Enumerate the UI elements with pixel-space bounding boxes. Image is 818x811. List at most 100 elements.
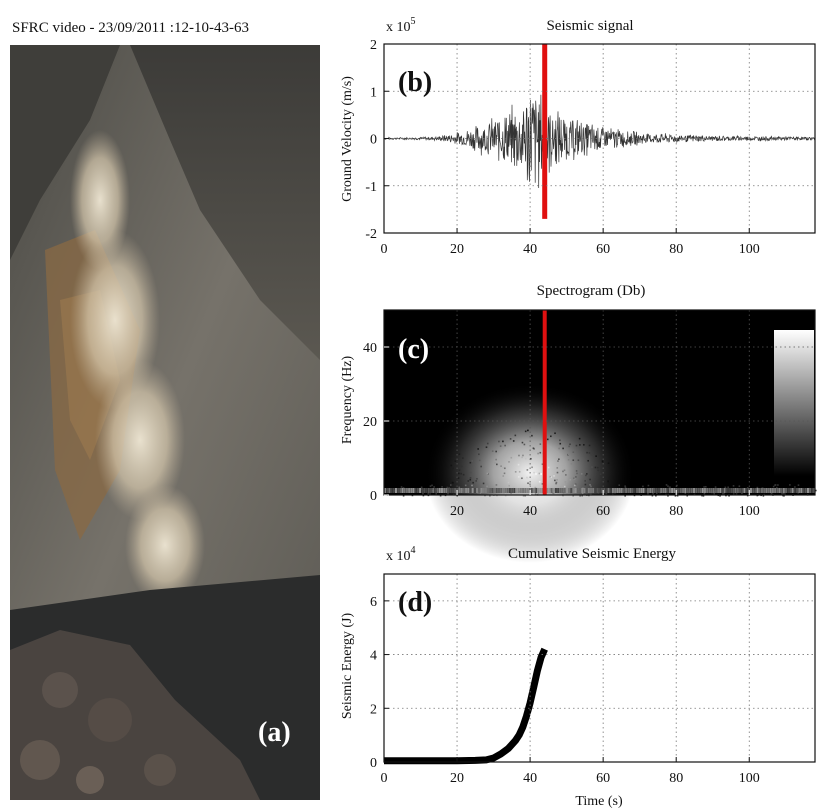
spectrogram-cell <box>508 461 510 463</box>
seismic-title: Seismic signal <box>546 18 633 34</box>
spectrogram-cell <box>469 461 472 464</box>
spectrogram-cell <box>584 480 587 482</box>
spectrogram-cell <box>519 490 521 493</box>
spectrogram-cell <box>563 485 566 488</box>
spectrogram-cell <box>655 494 657 497</box>
spectrogram-noise-cell <box>710 488 713 493</box>
spectrogram-noise-cell <box>421 488 424 493</box>
spectrogram-noise-cell <box>535 488 538 493</box>
spectrogram-cell <box>433 486 435 488</box>
spectrogram-cell <box>594 466 597 469</box>
spectrogram-noise-cell <box>765 488 768 493</box>
spectrogram-cell <box>450 464 453 467</box>
spectrogram-noise-cell <box>695 488 698 493</box>
spectrogram-cell <box>558 458 560 461</box>
spectrogram-cell <box>784 493 786 496</box>
spectrogram-cell <box>479 492 482 494</box>
spectrogram-noise-cell <box>760 488 763 493</box>
spectrogram-cell <box>656 492 658 494</box>
spectrogram-cell <box>568 445 570 448</box>
spectrogram-noise-cell <box>530 488 533 493</box>
spectrogram-cell <box>588 452 591 454</box>
spectrogram-noise-cell <box>719 488 722 493</box>
spectrogram-noise-cell <box>666 488 669 493</box>
spectrogram-cell <box>667 485 669 487</box>
spectrogram-cell <box>642 485 644 488</box>
spectrogram-noise-cell <box>693 488 696 493</box>
spectrogram-noise-cell <box>502 488 505 493</box>
spectrogram-cell <box>559 439 561 442</box>
spectrogram-cell <box>531 434 533 437</box>
spectrogram-cell <box>458 469 461 471</box>
spectrogram-cell <box>774 484 777 486</box>
spectrogram-cell <box>494 461 496 464</box>
spectrogram-noise-cell <box>662 488 665 493</box>
spectrogram-cell <box>475 480 477 482</box>
spectrogram-noise-cell <box>537 488 540 493</box>
spectrogram-noise-cell <box>763 488 766 493</box>
spectrogram-cell <box>422 492 424 495</box>
spectrogram-noise-cell <box>436 488 439 493</box>
spectrogram-noise-cell <box>785 488 788 493</box>
spectrogram-cell <box>504 494 507 497</box>
spectrogram-noise-cell <box>517 488 520 493</box>
spectrogram-noise-cell <box>596 488 599 493</box>
spectrogram-noise-cell <box>423 488 426 493</box>
spectrogram-cell <box>556 471 559 474</box>
spectrogram-cell <box>576 472 578 475</box>
spectrogram-noise-cell <box>758 488 761 493</box>
spectrogram-cell <box>526 476 528 479</box>
spectrogram-cell <box>702 494 705 497</box>
energy-exponent: x 104 <box>386 545 416 564</box>
spectrogram-noise-cell <box>539 488 542 493</box>
spectrogram-cell <box>478 453 480 456</box>
spectrogram-noise-cell <box>412 488 415 493</box>
spectrogram-cell <box>402 494 405 497</box>
spectrogram-cell <box>703 489 705 492</box>
spectrogram-cell <box>427 493 430 495</box>
spectrogram-cell <box>732 493 735 495</box>
seismic-ytick-label: 2 <box>370 38 377 53</box>
spectrogram-cell <box>590 453 593 456</box>
spectrogram-cell <box>741 492 743 495</box>
panel-d-energy: Cumulative Seismic Energy x 104 0 20 40 60 8… <box>340 545 816 809</box>
spectrogram-cell <box>703 486 705 488</box>
spectrogram-cell <box>684 492 687 494</box>
spectrogram-cell <box>472 481 474 484</box>
spectrogram-cell <box>521 456 523 459</box>
energy-ytick-label: 4 <box>370 649 377 664</box>
spectrogram-cell <box>503 472 506 475</box>
spectrogram-noise-cell <box>749 488 752 493</box>
spectrogram-noise-cell <box>432 488 435 493</box>
spectrogram-noise-cell <box>419 488 422 493</box>
spectrogram-cell <box>539 443 542 445</box>
energy-xtick-label: 60 <box>596 771 610 786</box>
spectrogram-cell <box>486 485 488 488</box>
seismic-exponent: x 105 <box>386 16 416 35</box>
spectrogram-noise-cell <box>440 488 443 493</box>
spectrogram-noise-cell <box>445 488 448 493</box>
spectrogram-noise-cell <box>725 488 728 493</box>
spectrogram-noise-cell <box>703 488 706 493</box>
spectrogram-noise-cell <box>774 488 777 493</box>
spectrogram-noise-cell <box>434 488 437 493</box>
seismic-xtick-label: 40 <box>523 242 537 257</box>
spectrogram-noise-cell <box>800 488 803 493</box>
spectrogram-noise-cell <box>686 488 689 493</box>
panel-b-seismic: Seismic signal x 105 0 20 40 60 80 100 -2 -1 0 1 2… <box>340 16 816 257</box>
spectrogram-noise-cell <box>550 488 553 493</box>
spectrogram-cell <box>562 447 564 450</box>
spectrogram-cell <box>521 477 523 480</box>
spectrogram-noise-cell <box>506 488 509 493</box>
spectrogram-cell <box>451 481 454 484</box>
spectrogram-cell <box>794 486 796 488</box>
spectrogram-cell <box>533 471 535 474</box>
seismic-axes: 0 20 40 60 80 100 -2 -1 0 1 2 <box>365 38 816 257</box>
spectrogram-noise-cell <box>739 488 742 493</box>
spectrogram-cell <box>581 494 583 497</box>
spectrogram-cell <box>537 492 540 495</box>
spectrogram-cell <box>724 486 727 489</box>
spectrogram-noise-cell <box>660 488 663 493</box>
spectrogram-cell <box>518 454 520 457</box>
spectrogram-cell <box>486 442 489 445</box>
